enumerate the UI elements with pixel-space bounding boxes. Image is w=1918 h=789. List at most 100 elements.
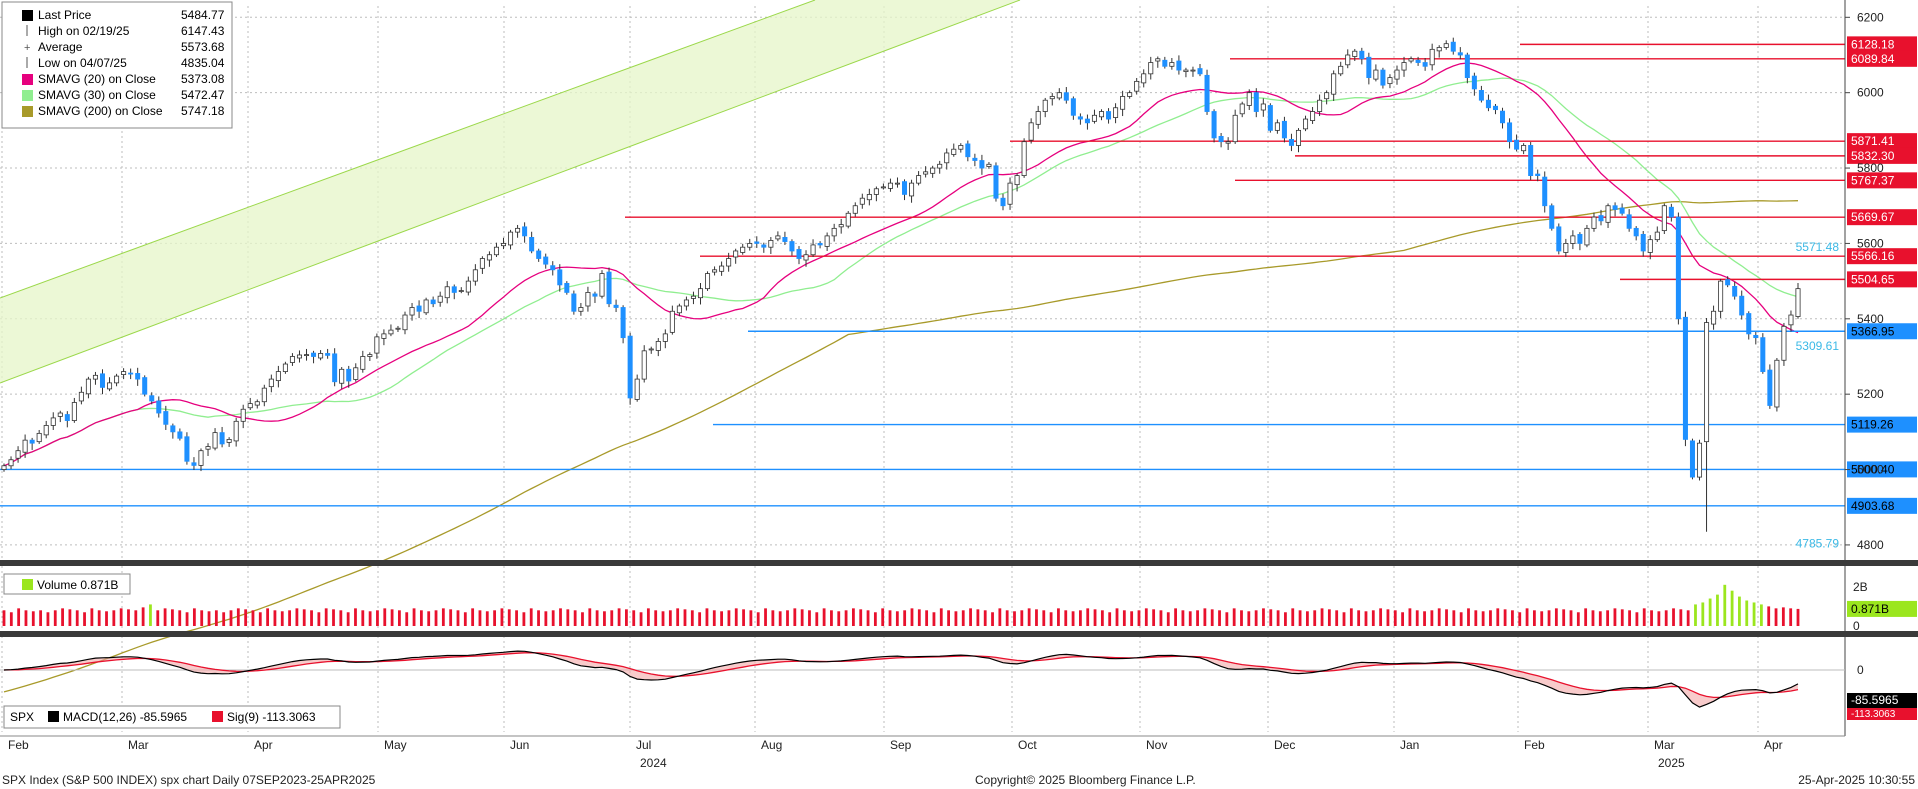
candle <box>782 231 788 245</box>
panel-separator <box>0 631 1918 637</box>
candle <box>1711 305 1717 330</box>
up-candle-body <box>374 336 380 354</box>
up-candle-body <box>775 235 781 240</box>
volume-bar <box>1203 608 1207 626</box>
down-candle-body <box>1626 214 1632 229</box>
up-candle-body <box>1345 54 1351 66</box>
legend-name: Low on 04/07/25 <box>38 56 127 70</box>
volume-bar <box>1254 610 1258 626</box>
volume-bar <box>1401 612 1404 626</box>
up-candle-body <box>233 420 239 442</box>
volume-bar <box>1320 608 1324 626</box>
up-candle-body <box>1239 103 1245 115</box>
price-level-tag-label: 6089.84 <box>1851 52 1895 66</box>
candle <box>184 432 190 465</box>
candle <box>1422 58 1428 71</box>
volume-bar <box>449 609 453 626</box>
candle <box>1204 69 1210 115</box>
up-candle-body <box>57 412 63 417</box>
candle <box>402 311 408 335</box>
candle <box>683 296 689 311</box>
down-candle-body <box>1619 207 1625 214</box>
volume-bar <box>1262 608 1265 626</box>
up-candle-body <box>198 450 204 466</box>
volume-bar <box>917 609 921 626</box>
candle <box>1563 238 1569 257</box>
volume-bar <box>749 610 753 626</box>
volume-bar <box>676 608 680 626</box>
candle <box>599 270 605 299</box>
candle <box>1450 37 1456 55</box>
candle <box>1725 276 1731 288</box>
down-candle-body <box>1464 54 1470 79</box>
candle <box>866 188 872 206</box>
candle <box>986 162 992 169</box>
footer-center: Copyright© 2025 Bloomberg Finance L.P. <box>975 773 1196 787</box>
volume-bar <box>493 610 497 626</box>
down-candle-body <box>1535 173 1541 176</box>
price-tick-label: 5200 <box>1857 387 1884 401</box>
volume-bar <box>1547 610 1551 626</box>
down-candle-body <box>1732 285 1738 297</box>
up-candle-body <box>726 258 732 267</box>
volume-bar <box>346 612 350 626</box>
candlesticks <box>1 37 1801 532</box>
volume-bar <box>932 612 936 626</box>
candle <box>416 300 422 319</box>
volume-bar <box>1503 609 1507 626</box>
volume-bar <box>273 610 277 626</box>
up-candle-body <box>43 425 49 436</box>
macd-last-tag-box <box>1847 693 1917 708</box>
volume-bar <box>1796 608 1800 626</box>
up-candle-body <box>1331 73 1337 95</box>
volume-bar <box>888 610 892 626</box>
volume-bar <box>734 608 738 626</box>
down-candle-body <box>325 353 331 356</box>
sma-30-line <box>3 77 1799 467</box>
volume-bar <box>244 609 248 626</box>
down-candle-body <box>1760 337 1766 372</box>
candle <box>1063 87 1069 104</box>
down-candle-body <box>1739 295 1745 316</box>
candle <box>1500 107 1506 129</box>
candle <box>163 405 169 430</box>
volume-bar <box>1225 612 1229 626</box>
down-candle-body <box>1204 74 1210 112</box>
candle <box>1091 109 1097 124</box>
volume-bar <box>1452 610 1456 626</box>
up-candle-body <box>930 167 936 174</box>
volume-bar <box>1489 610 1492 626</box>
price-axis: 4800 5000 5200 5400 5600 5800 6000 6200 <box>1844 0 1884 736</box>
candle <box>515 224 521 238</box>
candle <box>15 446 21 463</box>
up-candle-body <box>1134 80 1140 92</box>
volume-bar <box>998 608 1002 626</box>
year-label: 2024 <box>640 756 667 770</box>
signal-legend-swatch <box>212 711 223 722</box>
candle <box>71 397 77 423</box>
up-candle-body <box>831 227 837 237</box>
volume-bar <box>1767 606 1771 626</box>
month-label: Aug <box>761 738 782 752</box>
up-candle-body <box>289 356 295 363</box>
up-candle-body <box>1028 122 1034 141</box>
candle <box>909 179 915 203</box>
x-axis: Feb Mar Apr May Jun Jul Aug Sep Oct Nov Dec Jan Feb M… <box>0 735 1845 770</box>
volume-bar <box>119 608 123 626</box>
candle <box>78 386 84 405</box>
volume-bar <box>815 612 819 626</box>
up-candle-body <box>1056 92 1062 99</box>
volume-bar <box>1042 610 1046 626</box>
down-candle-body <box>170 425 176 433</box>
down-candle-body <box>606 271 612 305</box>
volume-bar <box>910 608 914 626</box>
price-level-tag-label: 5566.16 <box>1851 249 1895 263</box>
up-candle-body <box>1788 314 1794 326</box>
candle <box>1028 118 1034 144</box>
candle <box>1577 232 1583 251</box>
up-candle-body <box>1781 325 1787 361</box>
volume-bar <box>1584 608 1588 626</box>
up-candle-body <box>937 163 943 169</box>
down-candle-body <box>1542 176 1548 207</box>
down-candle-body <box>135 373 141 380</box>
